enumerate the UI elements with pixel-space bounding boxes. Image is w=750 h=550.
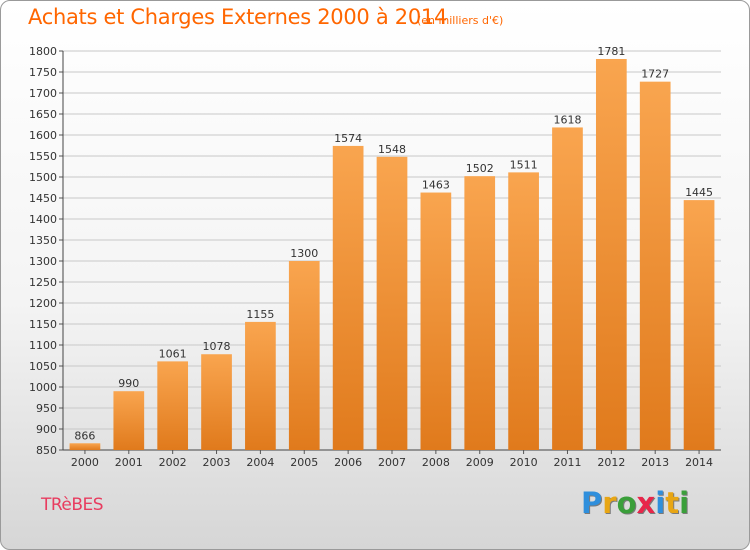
- city-name: TRèBES: [41, 495, 104, 515]
- x-tick-label-2003: 2003: [203, 456, 231, 469]
- y-tick-label: 1300: [29, 255, 57, 268]
- logo-letter: r: [602, 486, 617, 520]
- bar-2009[interactable]: [464, 176, 496, 450]
- data-label-2005: 1300: [290, 247, 318, 260]
- data-label-2010: 1511: [510, 158, 538, 171]
- y-tick-label: 1100: [29, 339, 57, 352]
- data-label-2002: 1061: [159, 347, 187, 360]
- x-tick-label-2008: 2008: [422, 456, 450, 469]
- data-label-2008: 1463: [422, 179, 450, 192]
- logo-letter: o: [616, 486, 637, 520]
- y-tick-label: 1500: [29, 171, 57, 184]
- logo-letter: P: [581, 486, 603, 520]
- y-tick-label: 1700: [29, 87, 57, 100]
- proxiti-logo[interactable]: Proxiti: [581, 486, 689, 520]
- x-tick-label-2007: 2007: [378, 456, 406, 469]
- data-label-2000: 866: [74, 429, 95, 442]
- bar-2001[interactable]: [113, 391, 145, 450]
- x-tick-label-2002: 2002: [159, 456, 187, 469]
- bar-2006[interactable]: [332, 145, 364, 451]
- x-tick-label-2014: 2014: [685, 456, 713, 469]
- chart-title: Achats et Charges Externes 2000 à 2014: [28, 5, 448, 29]
- x-tick-label-2000: 2000: [71, 456, 99, 469]
- x-tick-label-2011: 2011: [553, 456, 581, 469]
- y-tick-label: 1350: [29, 234, 57, 247]
- bar-2005[interactable]: [288, 261, 320, 450]
- bar-2008[interactable]: [420, 192, 452, 451]
- y-tick-label: 1550: [29, 150, 57, 163]
- bar-2000[interactable]: [69, 443, 101, 450]
- x-tick-label-2001: 2001: [115, 456, 143, 469]
- y-tick-label: 1050: [29, 360, 57, 373]
- bar-2013[interactable]: [639, 81, 671, 450]
- data-label-2012: 1781: [597, 45, 625, 58]
- y-tick-label: 1000: [29, 381, 57, 394]
- y-tick-label: 900: [36, 423, 57, 436]
- x-tick-label-2010: 2010: [510, 456, 538, 469]
- bar-2007[interactable]: [376, 156, 408, 450]
- logo-letter: i: [679, 486, 690, 520]
- x-tick-label-2013: 2013: [641, 456, 669, 469]
- chart-subtitle: (en milliers d'€): [417, 14, 504, 27]
- x-tick-label-2004: 2004: [246, 456, 274, 469]
- bar-2004[interactable]: [245, 321, 276, 450]
- data-label-2013: 1727: [641, 68, 669, 81]
- y-tick-label: 1650: [29, 108, 57, 121]
- logo-letter: x: [636, 486, 656, 520]
- y-tick-label: 1800: [29, 45, 57, 58]
- y-tick-label: 1450: [29, 192, 57, 205]
- data-label-2001: 990: [118, 377, 139, 390]
- x-tick-label-2009: 2009: [466, 456, 494, 469]
- data-label-2009: 1502: [466, 162, 494, 175]
- y-tick-label: 950: [36, 402, 57, 415]
- data-label-2003: 1078: [203, 340, 231, 353]
- y-tick-label: 1400: [29, 213, 57, 226]
- bar-2002[interactable]: [157, 361, 189, 450]
- x-tick-label-2006: 2006: [334, 456, 362, 469]
- bar-2012[interactable]: [595, 58, 627, 450]
- data-label-2006: 1574: [334, 132, 362, 145]
- data-label-2014: 1445: [685, 186, 713, 199]
- y-tick-label: 1150: [29, 318, 57, 331]
- bar-2010[interactable]: [508, 172, 539, 450]
- data-label-2011: 1618: [553, 113, 581, 126]
- x-tick-label-2012: 2012: [597, 456, 625, 469]
- bar-2003[interactable]: [201, 354, 232, 450]
- logo-letter: t: [665, 486, 680, 520]
- data-label-2007: 1548: [378, 143, 406, 156]
- logo-letter: i: [655, 486, 666, 520]
- y-tick-label: 850: [36, 444, 57, 457]
- x-tick-label-2005: 2005: [290, 456, 318, 469]
- bar-2011[interactable]: [552, 127, 583, 450]
- y-tick-label: 1200: [29, 297, 57, 310]
- y-tick-label: 1750: [29, 66, 57, 79]
- data-label-2004: 1155: [246, 308, 274, 321]
- bar-2014[interactable]: [683, 200, 715, 450]
- y-tick-label: 1600: [29, 129, 57, 142]
- y-tick-label: 1250: [29, 276, 57, 289]
